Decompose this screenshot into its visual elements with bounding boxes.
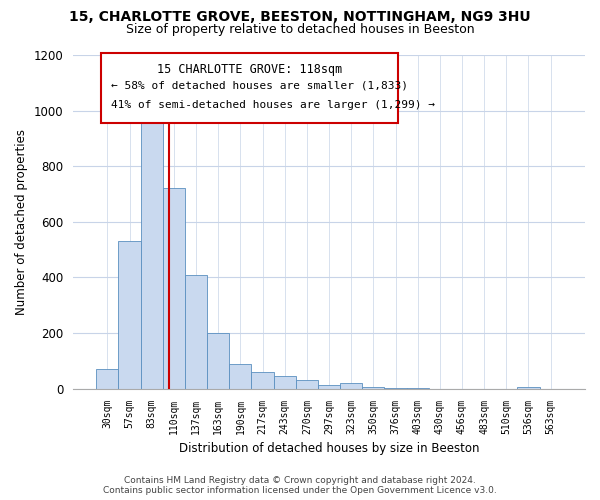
Bar (118, 242, 140, 388)
Bar (340, 383, 362, 388)
FancyBboxPatch shape (101, 54, 398, 124)
Y-axis label: Number of detached properties: Number of detached properties (15, 129, 28, 315)
Bar (274, 376, 296, 388)
Bar (163, 188, 185, 388)
Text: 15, CHARLOTTE GROVE, BEESTON, NOTTINGHAM, NG9 3HU: 15, CHARLOTTE GROVE, BEESTON, NOTTINGHAM… (69, 10, 531, 24)
X-axis label: Distribution of detached houses by size in Beeston: Distribution of detached houses by size … (179, 442, 479, 455)
Bar (251, 372, 274, 388)
Text: Size of property relative to detached houses in Beeston: Size of property relative to detached ho… (125, 22, 475, 36)
Text: Contains HM Land Registry data © Crown copyright and database right 2024.
Contai: Contains HM Land Registry data © Crown c… (103, 476, 497, 495)
Text: ← 58% of detached houses are smaller (1,833): ← 58% of detached houses are smaller (1,… (112, 80, 409, 90)
Text: 41% of semi-detached houses are larger (1,299) →: 41% of semi-detached houses are larger (… (112, 100, 436, 110)
Bar (296, 380, 318, 388)
Bar (229, 364, 251, 388)
Bar (207, 333, 229, 388)
Bar (140, 110, 163, 388)
Text: 15 CHARLOTTE GROVE: 118sqm: 15 CHARLOTTE GROVE: 118sqm (157, 64, 342, 76)
Bar (96, 369, 118, 388)
Bar (318, 384, 340, 388)
Bar (185, 274, 207, 388)
